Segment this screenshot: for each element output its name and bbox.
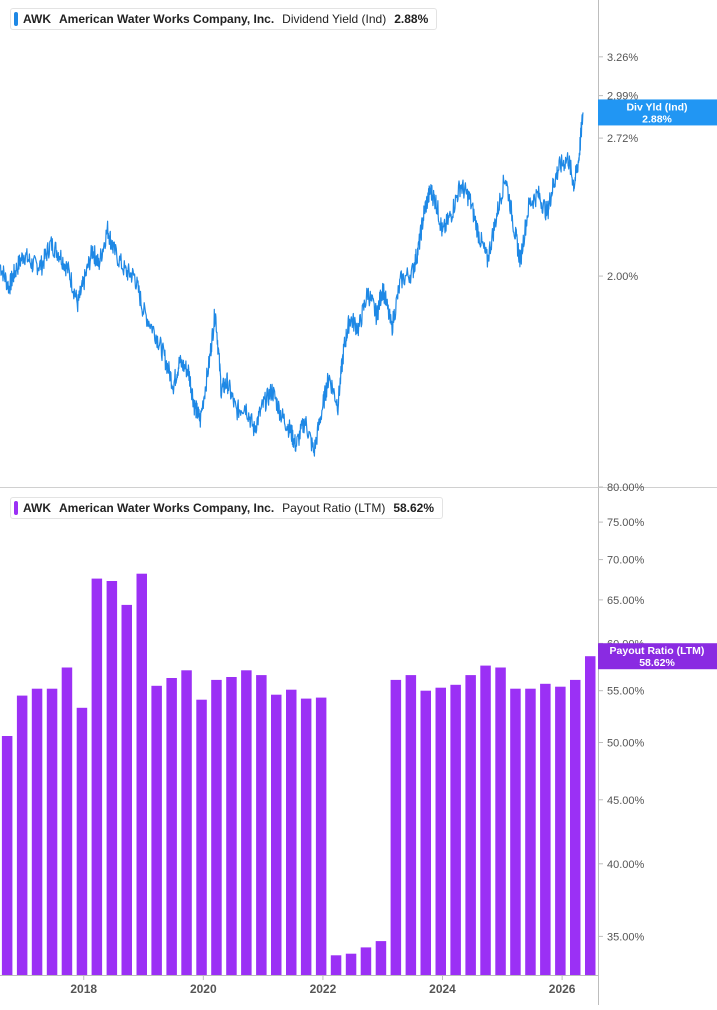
payout-ratio-y-tick-label: 45.00% — [607, 795, 645, 807]
dividend-yield-y-tick-label: 2.72% — [607, 133, 638, 145]
legend-company: American Water Works Company, Inc. — [59, 12, 275, 26]
payout-ratio-bar — [465, 675, 476, 975]
payout-ratio-bar — [435, 687, 446, 975]
payout-ratio-bar — [315, 697, 327, 975]
dividend-yield-legend: AWK American Water Works Company, Inc. D… — [10, 8, 438, 30]
legend-value: 2.88% — [394, 12, 429, 26]
payout-ratio-tag-background — [598, 643, 717, 670]
payout-ratio-y-tick-label: 55.00% — [607, 686, 645, 698]
payout-ratio-y-tick-label: 80.00% — [607, 482, 645, 494]
payout-ratio-bar — [16, 695, 28, 975]
payout-ratio-bar — [61, 667, 73, 975]
payout-ratio-plot — [1, 573, 596, 975]
payout-ratio-bar — [256, 675, 267, 975]
dividend-yield-tag: Div Yld (Ind)2.88% — [598, 99, 717, 126]
payout-ratio-bar — [480, 665, 491, 975]
payout-ratio-y-tick-label: 50.00% — [607, 737, 645, 749]
dividend-yield-plot — [0, 112, 584, 457]
payout-ratio-bar — [525, 688, 536, 975]
payout-ratio-bar — [495, 667, 506, 975]
payout-ratio-bar — [46, 688, 58, 975]
payout-ratio-bar — [585, 656, 596, 975]
payout-ratio-y-tick-label: 35.00% — [607, 931, 645, 943]
dividend-yield-y-tick-label: 2.00% — [607, 271, 638, 283]
payout-ratio-bar — [345, 953, 357, 975]
payout-ratio-y-tick-label: 75.00% — [607, 517, 645, 529]
legend-metric: Dividend Yield (Ind) — [282, 12, 387, 26]
payout-ratio-bar — [420, 690, 431, 975]
payout-ratio-bar — [390, 679, 402, 975]
payout-ratio-tag-value: 58.62% — [639, 657, 675, 669]
x-tick-label: 2024 — [429, 982, 456, 996]
payout-ratio-bar — [330, 955, 342, 975]
payout-ratio-bar — [121, 604, 132, 975]
legend-ticker: AWK — [23, 12, 51, 26]
payout-ratio-bar — [405, 675, 417, 975]
x-tick-label: 2026 — [549, 982, 576, 996]
legend-value: 58.62% — [393, 501, 435, 515]
payout-ratio-bar — [226, 677, 237, 975]
dividend-yield-tag-value: 2.88% — [642, 113, 672, 125]
payout-ratio-bar — [450, 684, 461, 975]
payout-ratio-bar — [181, 670, 192, 975]
payout-ratio-bar — [570, 679, 581, 975]
x-tick-label: 2022 — [310, 982, 337, 996]
payout-ratio-bar — [360, 947, 372, 975]
payout-ratio-tag: Payout Ratio (LTM)58.62% — [598, 643, 717, 670]
payout-ratio-bar — [106, 581, 118, 975]
x-tick-label: 2018 — [70, 982, 97, 996]
payout-ratio-bar — [91, 578, 103, 975]
payout-ratio-y-tick-label: 70.00% — [607, 555, 645, 567]
value-tags: Div Yld (Ind)2.88% Payout Ratio (LTM)58.6… — [598, 99, 717, 670]
payout-ratio-bar — [166, 678, 177, 975]
legend-metric: Payout Ratio (LTM) — [282, 501, 386, 515]
payout-ratio-bar — [540, 683, 551, 975]
payout-ratio-legend: AWK American Water Works Company, Inc. P… — [10, 497, 444, 519]
payout-ratio-bar — [196, 699, 207, 975]
payout-ratio-y-tick-label: 65.00% — [607, 595, 645, 607]
legend-ticker: AWK — [23, 501, 51, 515]
payout-ratio-bar — [76, 707, 88, 975]
payout-ratio-bar — [510, 688, 521, 975]
payout-ratio-bar — [241, 670, 252, 975]
payout-ratio-bar — [286, 689, 297, 975]
payout-ratio-bar — [31, 688, 43, 975]
payout-ratio-bar — [300, 698, 312, 975]
x-tick-label: 2020 — [190, 982, 217, 996]
payout-ratio-bar — [151, 685, 162, 975]
dividend-yield-tag-label: Div Yld (Ind) — [626, 101, 687, 113]
legend-swatch — [14, 12, 18, 26]
legend-swatch — [14, 501, 18, 515]
payout-ratio-tag-label: Payout Ratio (LTM) — [610, 645, 705, 657]
payout-ratio-bar — [136, 573, 147, 975]
dividend-yield-tag-background — [598, 99, 717, 126]
payout-ratio-bar — [375, 941, 387, 975]
dividend-yield-y-tick-label: 3.26% — [607, 52, 638, 64]
payout-ratio-bar — [555, 686, 566, 975]
payout-ratio-y-tick-label: 40.00% — [607, 859, 645, 871]
payout-ratio-bar — [1, 736, 13, 975]
dividend-yield-line — [0, 112, 584, 457]
payout-ratio-bar — [211, 679, 222, 975]
legend-company: American Water Works Company, Inc. — [59, 501, 275, 515]
payout-ratio-bar — [271, 694, 282, 975]
